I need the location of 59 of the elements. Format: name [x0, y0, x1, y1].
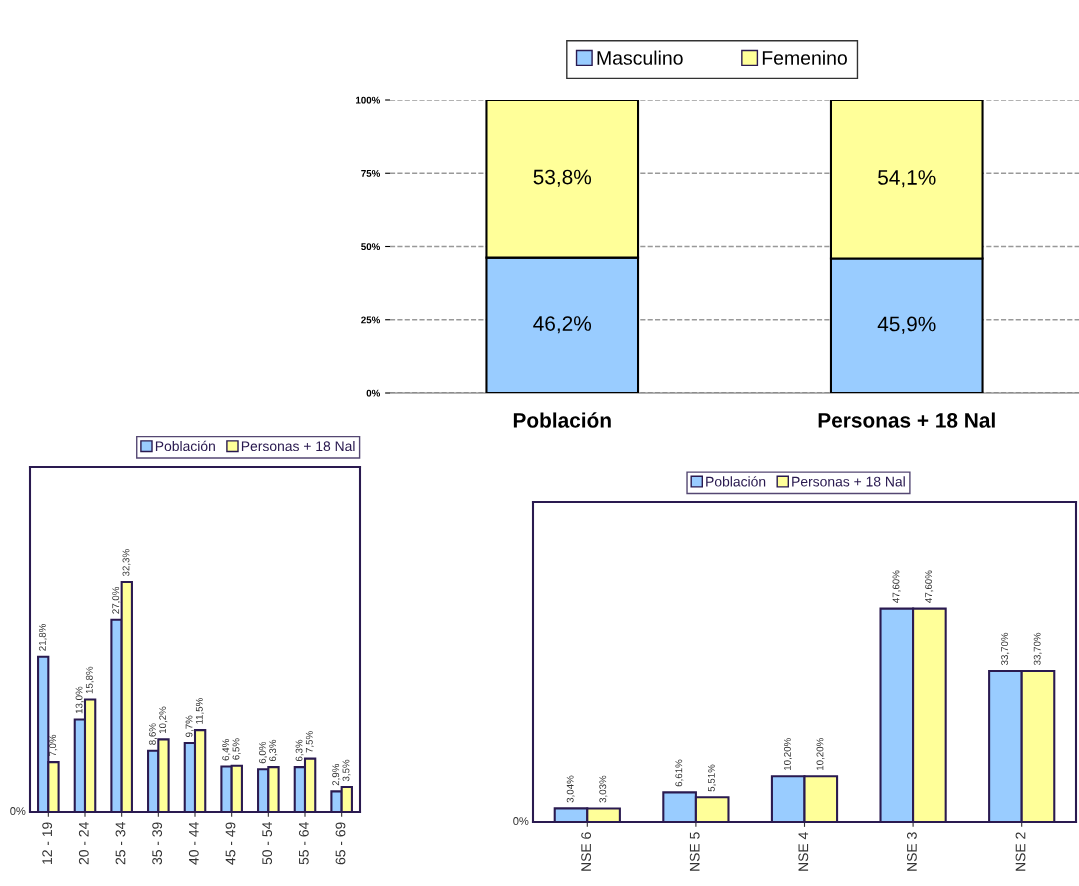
data-label: 9,7% — [185, 715, 194, 737]
y-tick-label: 50% — [361, 243, 381, 251]
data-label: 3,03% — [599, 775, 608, 803]
x-tick-label: 40 - 44 — [188, 822, 199, 865]
x-tick-label: NSE 4 — [798, 832, 809, 871]
x-tick-label: 20 - 24 — [78, 822, 89, 865]
data-label: 7,5% — [305, 731, 314, 753]
x-tick-label: 55 - 64 — [298, 822, 309, 865]
x-tick-label: 50 - 54 — [262, 822, 273, 865]
data-label: 32,3% — [122, 549, 131, 577]
legend-label: Femenino — [762, 50, 847, 65]
data-label: 6,61% — [675, 759, 684, 787]
data-label: 6,3% — [295, 739, 304, 762]
x-tick-label: NSE 2 — [1015, 832, 1026, 871]
data-label: 27,0% — [112, 586, 121, 614]
text: 0% — [513, 817, 529, 825]
x-tick-label: 65 - 69 — [335, 822, 346, 865]
data-label: 10,2% — [159, 706, 168, 734]
data-label: 5,51% — [707, 764, 716, 792]
legend-label: Masculino — [597, 50, 683, 65]
legend-label: Personas + 18 Nal — [792, 476, 905, 487]
y-tick-label: 25% — [361, 316, 381, 324]
y-tick-label: 0% — [366, 389, 381, 397]
data-label: 13,0% — [75, 686, 84, 714]
y-tick-label: 100% — [356, 96, 381, 104]
data-label: 3,5% — [342, 759, 351, 782]
data-label: 6,4% — [222, 739, 231, 761]
data-label: 33,70% — [1001, 632, 1010, 666]
data-label: 53,8% — [533, 169, 592, 187]
data-label: 8,6% — [148, 723, 157, 745]
x-tick-label: NSE 5 — [689, 832, 700, 871]
legend-label: Población — [706, 476, 766, 487]
data-label: 10,20% — [783, 738, 792, 770]
x-tick-label: 45 - 49 — [225, 822, 236, 865]
x-tick-label: NSE 3 — [906, 832, 917, 871]
data-label: 2,9% — [332, 763, 341, 786]
data-label: 33,70% — [1033, 632, 1042, 666]
y-tick-label: 75% — [361, 170, 381, 177]
data-label: 11,5% — [195, 698, 204, 724]
data-label: 7,0% — [49, 734, 58, 757]
x-tick-label: 12 - 19 — [42, 822, 53, 864]
data-label: 47,60% — [892, 570, 901, 603]
x-tick-label: 35 - 39 — [152, 822, 163, 865]
data-label: 3,04% — [566, 775, 575, 803]
data-label: 47,60% — [925, 570, 934, 603]
x-tick-label: NSE 6 — [581, 832, 592, 871]
data-label: 15,8% — [85, 666, 94, 694]
data-label: 10,20% — [816, 738, 825, 770]
data-label: 6,3% — [269, 739, 278, 762]
x-tick-label: 25 - 34 — [115, 822, 126, 865]
data-label: 6,0% — [258, 741, 267, 764]
data-label: 6,5% — [232, 738, 241, 760]
text: 0% — [10, 807, 26, 815]
data-label: 46,2% — [533, 316, 592, 334]
data-label: 54,1% — [878, 170, 936, 188]
legend-label: Población — [155, 440, 215, 452]
data-label: 45,9% — [877, 316, 936, 334]
legend-label: Personas + 18 Nal — [241, 440, 355, 452]
data-label: 21,8% — [38, 623, 47, 651]
